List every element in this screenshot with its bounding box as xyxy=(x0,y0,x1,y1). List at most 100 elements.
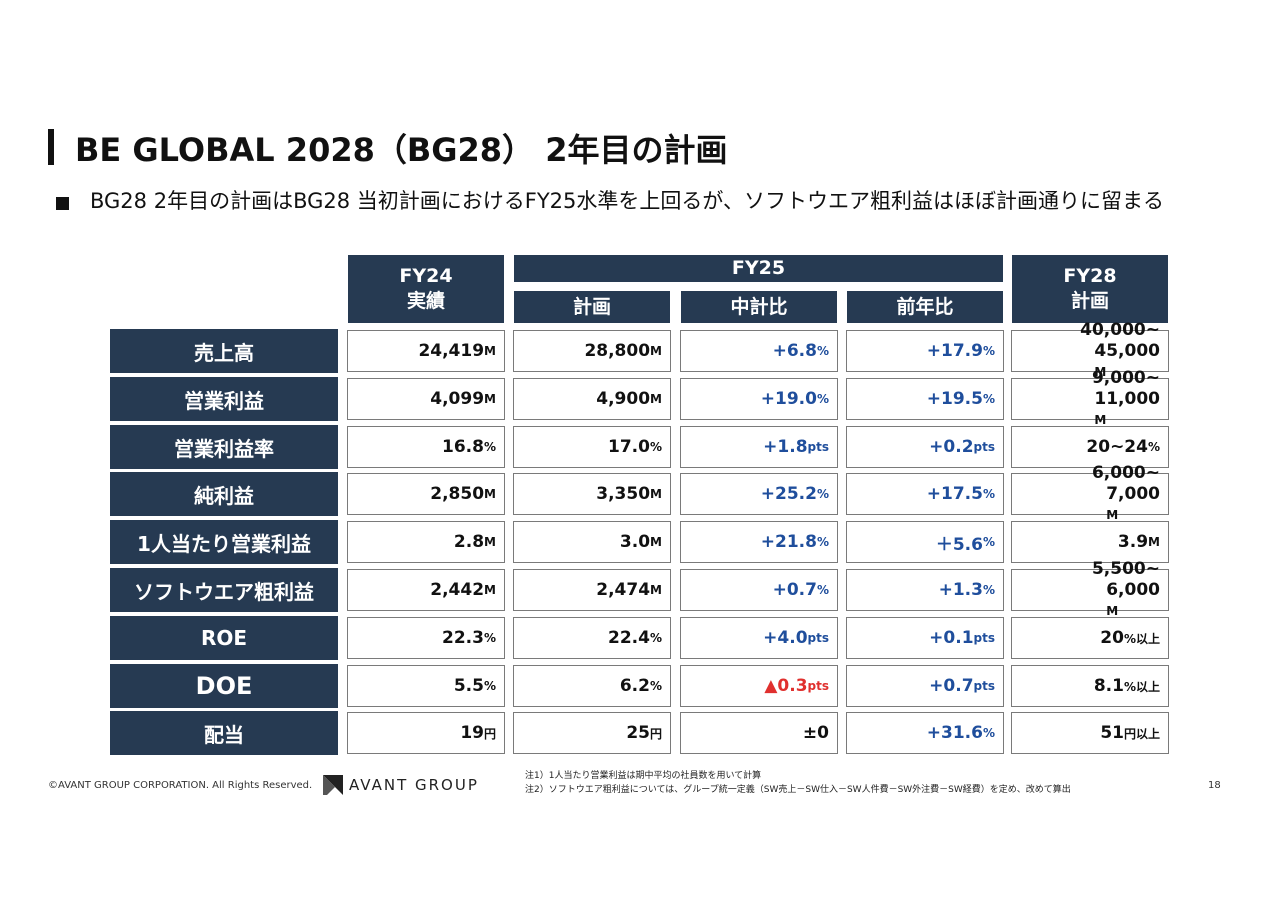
cell-unit: % xyxy=(982,392,995,406)
cell-plan: 17.0% xyxy=(513,426,671,468)
cell-plan: 6.2% xyxy=(513,665,671,707)
cell-unit: % xyxy=(649,679,662,693)
cell-unit: % xyxy=(982,535,995,549)
cell-value: 6.2 xyxy=(619,676,650,696)
cell-plan: 4,900 M xyxy=(513,378,671,420)
cell-value: +0.7 xyxy=(929,676,974,696)
cell-unit: %以上 xyxy=(1123,631,1160,646)
cell-unit: M xyxy=(484,392,496,406)
header-fy28: FY28 計画 xyxy=(1012,255,1168,323)
cell-fy24: 2,442 M xyxy=(347,569,505,611)
cell-fy28: 40,000~ 45,000 M xyxy=(1011,320,1169,379)
cell-yoy: +1.3% xyxy=(846,569,1004,611)
cell-mid: ±0 xyxy=(680,712,838,754)
header-fy25-plan: 計画 xyxy=(514,291,670,323)
cell-plan: 22.4% xyxy=(513,617,671,659)
cell-value: +17.9 xyxy=(926,341,983,361)
cell-fy28: 6,000~ 7,000 M xyxy=(1011,463,1169,522)
cell-yoy: +0.1 pts xyxy=(846,617,1004,659)
cell-value: +0.7 xyxy=(772,580,817,600)
cell-unit: % xyxy=(816,344,829,358)
cell-value: +1.8 xyxy=(763,437,808,457)
cell-plan: 28,800 M xyxy=(513,330,671,372)
cell-value: 5.5 xyxy=(453,676,484,696)
cell-unit: % xyxy=(982,726,995,740)
cell-fy24: 2.8 M xyxy=(347,521,505,563)
header-fy28-year: FY28 xyxy=(1063,265,1117,287)
cell-plan: 3,350 M xyxy=(513,473,671,515)
cell-yoy: +17.5% xyxy=(846,473,1004,515)
cell-unit: % xyxy=(649,631,662,645)
cell-yoy: +17.9% xyxy=(846,330,1004,372)
cell-fy28: 9,000~ 11,000 M xyxy=(1011,368,1169,427)
cell-unit: % xyxy=(816,535,829,549)
cell-value: +1.3 xyxy=(938,580,983,600)
cell-mid: +1.8 pts xyxy=(680,426,838,468)
cell-unit: %以上 xyxy=(1123,679,1160,694)
row-header-2: 営業利益率 xyxy=(110,425,338,469)
cell-value: +19.5 xyxy=(926,389,983,409)
cell-unit: pts xyxy=(973,440,995,454)
row-header-7: DOE xyxy=(110,664,338,708)
cell-yoy: ＋5.6% xyxy=(846,521,1004,563)
cell-value: 20 xyxy=(1100,628,1124,648)
cell-value: +19.0 xyxy=(760,389,817,409)
cell-fy24: 5.5% xyxy=(347,665,505,707)
page-title: BE GLOBAL 2028（BG28） 2年目の計画 xyxy=(75,131,728,169)
cell-value: 11,000 xyxy=(1094,388,1160,409)
cell-unit: M xyxy=(650,583,662,597)
cell-value: 2,442 xyxy=(430,580,485,600)
cell-unit: % xyxy=(1147,440,1160,454)
cell-unit: 円以上 xyxy=(1123,726,1160,741)
footnote-2: 注2）ソフトウエア粗利益については、グループ統一定義（SW売上－SW仕入－SW人… xyxy=(525,785,1071,795)
cell-value: 24,419 xyxy=(418,341,485,361)
row-header-3: 純利益 xyxy=(110,472,338,516)
cell-value: 17.0 xyxy=(608,437,650,457)
cell-unit: % xyxy=(982,583,995,597)
page-number: 18 xyxy=(1208,780,1221,791)
cell-unit: M xyxy=(650,344,662,358)
header-fy25-mid: 中計比 xyxy=(681,291,837,323)
cell-value: 22.3 xyxy=(442,628,484,648)
cell-unit: pts xyxy=(807,440,829,454)
cell-mid: +4.0 pts xyxy=(680,617,838,659)
cell-fy28: 3.9 M xyxy=(1011,521,1169,563)
cell-unit: M xyxy=(484,487,496,501)
cell-value: +0.2 xyxy=(929,437,974,457)
row-header-5: ソフトウエア粗利益 xyxy=(110,568,338,612)
cell-unit: M xyxy=(1106,603,1119,618)
cell-fy24: 24,419 M xyxy=(347,330,505,372)
cell-fy28: 51 円以上 xyxy=(1011,712,1169,754)
cell-unit: M xyxy=(650,392,662,406)
cell-unit: M xyxy=(484,535,496,549)
row-header-0: 売上高 xyxy=(110,329,338,373)
cell-unit: M xyxy=(1094,412,1107,427)
header-fy24: FY24 実績 xyxy=(348,255,504,323)
cell-value: 7,000 xyxy=(1106,483,1160,504)
cell-value: +21.8 xyxy=(760,532,817,552)
header-fy28-label: 計画 xyxy=(1070,290,1109,312)
cell-value: 4,900 xyxy=(596,389,651,409)
avant-group-logo: AVANT GROUP xyxy=(323,775,479,795)
cell-value: 20~24 xyxy=(1086,437,1148,457)
cell-line-1: 6,000~ xyxy=(1091,462,1160,483)
cell-value: 6,000 xyxy=(1106,579,1160,600)
cell-mid: +6.8% xyxy=(680,330,838,372)
cell-value: 4,099 xyxy=(430,389,485,409)
cell-unit: M xyxy=(484,583,496,597)
header-fy25-yoy: 前年比 xyxy=(847,291,1003,323)
cell-line-2: 6,000 M xyxy=(1106,580,1160,622)
cell-unit: % xyxy=(483,631,496,645)
cell-value: +31.6 xyxy=(926,723,983,743)
cell-fy28: 20~24% xyxy=(1011,426,1169,468)
cell-fy24: 16.8% xyxy=(347,426,505,468)
row-header-8: 配当 xyxy=(110,711,338,755)
cell-value: ＋5.6 xyxy=(935,534,983,555)
cell-unit: M xyxy=(1094,364,1107,379)
header-fy24-year: FY24 xyxy=(399,265,453,287)
cell-value: 28,800 xyxy=(584,341,651,361)
cell-unit: M xyxy=(1106,507,1119,522)
title-accent-bar xyxy=(48,129,54,165)
cell-line-2: 7,000 M xyxy=(1106,484,1160,526)
cell-value: 16.8 xyxy=(442,437,484,457)
